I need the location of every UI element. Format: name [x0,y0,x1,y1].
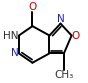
Text: CH₃: CH₃ [54,70,74,80]
Text: O: O [28,2,37,12]
Text: N: N [57,14,64,24]
Text: O: O [72,31,80,41]
Text: N: N [11,48,19,58]
Text: HN: HN [3,31,19,41]
